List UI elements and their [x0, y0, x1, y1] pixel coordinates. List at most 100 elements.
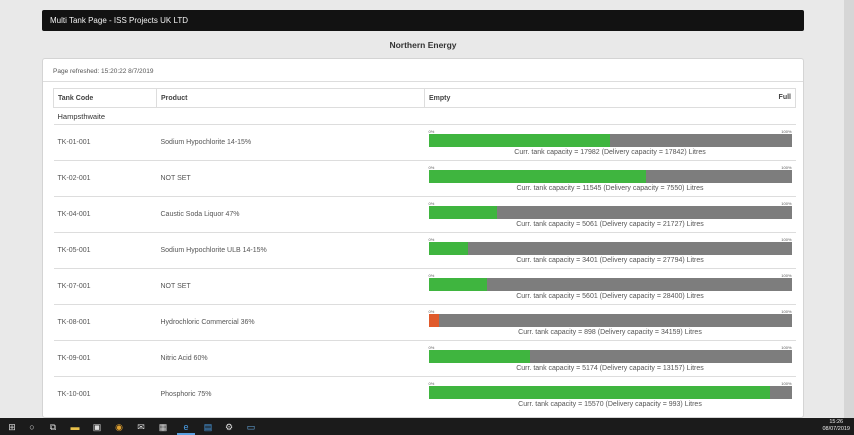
- tank-product: Nitric Acid 60%: [156, 340, 425, 377]
- window-title: Multi Tank Page - ISS Projects UK LTD: [50, 16, 188, 25]
- tank-code: TK-09-001: [53, 340, 157, 377]
- level-bar: [428, 277, 792, 291]
- table-row: TK-05-001 Sodium Hypochlorite ULB 14-15% 0…: [53, 232, 796, 269]
- mail-icon[interactable]: ✉: [137, 422, 145, 432]
- header-product: Product: [156, 88, 425, 108]
- page-refreshed-text: Page refreshed: 15:20:22 8/7/2019: [53, 68, 154, 75]
- tank-product: NOT SET: [156, 268, 425, 305]
- task-view-icon[interactable]: ⧉: [49, 422, 57, 432]
- tank-table-body: Hampsthwaite TK-01-001 Sodium Hypochlorit…: [53, 107, 796, 413]
- scrollbar[interactable]: [844, 0, 854, 418]
- tank-gauge-cell: 0% 100% Curr. tank capacity = 15570 (Deliv…: [424, 376, 796, 413]
- tank-gauge: 0% 100% Curr. tank capacity = 11545 (Deliv…: [428, 164, 792, 193]
- level-bar: [428, 385, 792, 399]
- remote-desktop-icon[interactable]: ▭: [246, 422, 256, 432]
- level-bar: [428, 169, 792, 183]
- gauge-max-label: 100%: [781, 308, 792, 314]
- table-header-row: Tank Code Product Empty Full: [53, 88, 796, 108]
- level-bar: [428, 205, 792, 219]
- header-tank-code: Tank Code: [53, 88, 157, 108]
- clock-time: 15:26: [829, 419, 844, 425]
- gauge-max-label: 100%: [781, 272, 792, 278]
- clock-date: 08/07/2019: [822, 426, 850, 432]
- gauge-max-label: 100%: [781, 128, 792, 134]
- table-row: TK-01-001 Sodium Hypochlorite 14-15% 0% 100…: [53, 124, 796, 161]
- tank-capacity-text: Curr. tank capacity = 3401 (Delivery cap…: [516, 256, 704, 264]
- level-bar-fill: [428, 241, 469, 255]
- system-clock[interactable]: 15:26 08/07/2019: [822, 419, 850, 433]
- gauge-max-label: 100%: [781, 164, 792, 170]
- window-title-bar: Multi Tank Page - ISS Projects UK LTD: [42, 10, 804, 31]
- level-bar-fill: [428, 349, 531, 363]
- gauge-min-label: 0%: [428, 308, 435, 314]
- tank-gauge: 0% 100% Curr. tank capacity = 5174 (Delive…: [428, 344, 792, 373]
- file-explorer-icon[interactable]: ▬: [70, 422, 80, 432]
- gauge-min-label: 0%: [428, 272, 435, 278]
- tank-capacity-text: Curr. tank capacity = 898 (Delivery capa…: [518, 328, 702, 336]
- header-full: Full: [778, 94, 791, 101]
- level-bar: [428, 349, 792, 363]
- tank-capacity-text: Curr. tank capacity = 15570 (Delivery ca…: [518, 400, 702, 408]
- active-app-indicator: [177, 433, 195, 435]
- level-bar-fill: [428, 313, 440, 327]
- tank-panel: Page refreshed: 15:20:22 8/7/2019 Tank C…: [42, 58, 804, 418]
- tank-capacity-text: Curr. tank capacity = 5174 (Delivery cap…: [516, 364, 704, 372]
- gauge-max-label: 100%: [781, 344, 792, 350]
- tank-product: Phosphoric 75%: [156, 376, 425, 413]
- level-bar: [428, 133, 792, 147]
- tank-gauge: 0% 100% Curr. tank capacity = 898 (Deliver…: [428, 308, 792, 337]
- edge-icon[interactable]: e: [183, 422, 189, 432]
- tank-gauge-cell: 0% 100% Curr. tank capacity = 5061 (Delive…: [424, 196, 796, 233]
- tank-gauge: 0% 100% Curr. tank capacity = 15570 (Deliv…: [428, 380, 792, 409]
- tank-code: TK-10-001: [53, 376, 157, 413]
- tank-gauge-cell: 0% 100% Curr. tank capacity = 5174 (Delive…: [424, 340, 796, 377]
- tank-gauge-cell: 0% 100% Curr. tank capacity = 3401 (Delive…: [424, 232, 796, 269]
- gauge-min-label: 0%: [428, 164, 435, 170]
- tank-code: TK-05-001: [53, 232, 157, 269]
- tank-gauge-cell: 0% 100% Curr. tank capacity = 898 (Deliver…: [424, 304, 796, 341]
- store-icon[interactable]: ▣: [92, 422, 102, 432]
- tank-product: Caustic Soda Liquor 47%: [156, 196, 425, 233]
- tank-gauge: 0% 100% Curr. tank capacity = 5601 (Delive…: [428, 272, 792, 301]
- tank-capacity-text: Curr. tank capacity = 17982 (Delivery ca…: [514, 148, 706, 156]
- header-empty: Empty: [429, 94, 451, 102]
- tank-table: Tank Code Product Empty Full Hampsthwait…: [53, 88, 796, 413]
- table-row: TK-09-001 Nitric Acid 60% 0% 100% Curr. tank…: [53, 340, 796, 377]
- table-row: TK-04-001 Caustic Soda Liquor 47% 0% 100% Cu…: [53, 196, 796, 233]
- level-bar-fill: [428, 133, 610, 147]
- gauge-min-label: 0%: [428, 380, 435, 386]
- taskbar: ⊞ ○ ⧉ ▬ ▣ ◉ ✉ ▦ e ▤ ⚙ ▭ 15:26 08/07/2019: [0, 418, 854, 435]
- table-row: TK-02-001 NOT SET 0% 100% Curr. tank capacit…: [53, 160, 796, 197]
- settings-icon[interactable]: ⚙: [224, 422, 234, 432]
- tank-code: TK-04-001: [53, 196, 157, 233]
- tank-product: NOT SET: [156, 160, 425, 197]
- page-title: Northern Energy: [389, 40, 457, 50]
- level-bar-fill: [428, 205, 498, 219]
- table-row: TK-08-001 Hydrochloric Commercial 36% 0% 10…: [53, 304, 796, 341]
- windows-start-icon[interactable]: ⊞: [8, 422, 16, 432]
- tank-code: TK-02-001: [53, 160, 157, 197]
- panel-divider: [43, 81, 803, 82]
- tank-product: Sodium Hypochlorite ULB 14-15%: [156, 232, 425, 269]
- gauge-max-label: 100%: [781, 380, 792, 386]
- tank-product: Sodium Hypochlorite 14-15%: [156, 124, 425, 161]
- tank-capacity-text: Curr. tank capacity = 5601 (Delivery cap…: [516, 292, 704, 300]
- outlook-icon[interactable]: ▤: [203, 422, 213, 432]
- gauge-max-label: 100%: [781, 200, 792, 206]
- tank-capacity-text: Curr. tank capacity = 5061 (Delivery cap…: [516, 220, 704, 228]
- tank-gauge: 0% 100% Curr. tank capacity = 17982 (Deliv…: [428, 128, 792, 157]
- group-name: Hampsthwaite: [53, 107, 796, 125]
- gauge-min-label: 0%: [428, 128, 435, 134]
- tank-product: Hydrochloric Commercial 36%: [156, 304, 425, 341]
- tank-code: TK-08-001: [53, 304, 157, 341]
- search-icon[interactable]: ○: [29, 422, 35, 432]
- level-bar-fill: [428, 277, 487, 291]
- table-row: TK-10-001 Phosphoric 75% 0% 100% Curr. tank …: [53, 376, 796, 413]
- calculator-icon[interactable]: ▦: [158, 422, 168, 432]
- level-bar-fill: [428, 169, 647, 183]
- chrome-icon[interactable]: ◉: [115, 422, 123, 432]
- group-row: Hampsthwaite: [53, 107, 796, 125]
- tank-gauge-cell: 0% 100% Curr. tank capacity = 5601 (Delive…: [424, 268, 796, 305]
- tank-gauge-cell: 0% 100% Curr. tank capacity = 11545 (Deliv…: [424, 160, 796, 197]
- gauge-max-label: 100%: [781, 236, 792, 242]
